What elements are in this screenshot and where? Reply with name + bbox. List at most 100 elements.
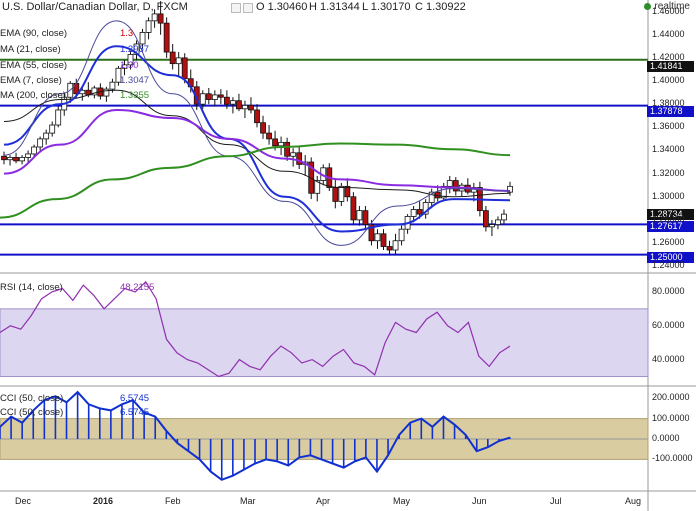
candle-body	[103, 88, 110, 97]
candle-body	[13, 157, 19, 162]
candle-body	[362, 210, 369, 225]
price-tick-label: 1.44000	[652, 28, 685, 39]
candle-body	[452, 180, 459, 192]
candle-body	[284, 141, 291, 157]
legend-ema90[interactable]: EMA (90, close)	[0, 28, 68, 39]
time-tick-label: Apr	[316, 496, 331, 506]
candle-body	[230, 100, 236, 105]
candle-body	[163, 22, 170, 53]
cci-tick-label: -100.0000	[652, 453, 693, 464]
ma-line	[3, 20, 511, 246]
candle-body	[145, 20, 152, 33]
ma-line	[3, 108, 511, 192]
price-tick-label: 1.28000	[652, 213, 685, 224]
price-tick-label: 1.40000	[652, 75, 685, 86]
toggle-icon[interactable]	[243, 3, 253, 13]
candle-body	[260, 122, 266, 134]
price-tick-label: 1.24000	[652, 260, 685, 271]
candle-body	[507, 185, 513, 193]
legend-ema55[interactable]: EMA (55, close)	[0, 60, 68, 71]
candle-body	[127, 54, 134, 66]
candle-body	[169, 51, 176, 65]
ohlc-low: L 1.30170	[362, 1, 411, 13]
candle-body	[248, 104, 254, 111]
time-tick-label: May	[393, 496, 411, 506]
candle-body	[121, 64, 128, 69]
realtime-dot-icon	[644, 2, 652, 10]
candle-body	[254, 109, 260, 124]
ohlc-high: H 1.31344	[309, 1, 360, 13]
price-tag-last: 1.28734	[647, 209, 694, 220]
legend-rsi-value: 48.2155	[120, 282, 155, 293]
cci-tick-label: 200.0000	[652, 392, 690, 403]
candle-body	[242, 104, 248, 110]
legend-rsi[interactable]: RSI (14, close)	[0, 282, 63, 293]
price-tick-label: 1.38000	[652, 98, 685, 109]
price-tick-label: 1.26000	[652, 237, 685, 248]
candle-body	[350, 196, 357, 221]
candle-body	[392, 240, 399, 251]
candle-body	[43, 132, 50, 140]
settings-icon[interactable]	[231, 3, 241, 13]
legend-cci-1[interactable]: CCI (50, close)	[0, 393, 64, 404]
candle-body	[7, 157, 13, 161]
candle-body	[398, 228, 405, 242]
rsi-tick-label: 60.0000	[652, 319, 685, 330]
candle-body	[368, 224, 375, 242]
time-tick-label: Jul	[550, 496, 562, 506]
candle-body	[380, 233, 387, 247]
time-tick-label: Dec	[15, 496, 32, 506]
realtime-badge: realtime	[644, 1, 690, 12]
candle-body	[217, 94, 224, 98]
candle-body	[495, 219, 501, 225]
candle-body	[175, 57, 182, 65]
candle-body	[489, 224, 495, 228]
price-tick-label: 1.42000	[652, 51, 685, 62]
time-tick-label: Mar	[240, 496, 256, 506]
rsi-tick-label: 80.0000	[652, 285, 685, 296]
legend-ma21[interactable]: MA (21, close)	[0, 44, 61, 55]
candle-body	[157, 13, 164, 24]
candle-body	[356, 210, 363, 221]
ohlc-open: O 1.30460	[256, 1, 308, 13]
price-tick-label: 1.32000	[652, 167, 685, 178]
candle-body	[91, 87, 98, 96]
realtime-label: realtime	[654, 1, 690, 12]
time-tick-label: Feb	[165, 496, 181, 506]
legend-ema7[interactable]: EMA (7, close)	[0, 75, 62, 86]
cci-tick-label: 0.0000	[652, 433, 680, 443]
cci-line	[0, 390, 511, 481]
candle-body	[223, 96, 230, 105]
candle-body	[31, 146, 38, 155]
ma-line	[0, 142, 511, 219]
candle-body	[151, 13, 158, 22]
candle-body	[440, 185, 447, 199]
candle-body	[139, 32, 146, 45]
legend-cci-2[interactable]: CCI (50, close)	[0, 407, 64, 418]
price-tag-support-2: 1.25000	[647, 252, 694, 263]
ohlc-close: C 1.30922	[415, 1, 466, 13]
candle-body	[19, 157, 25, 162]
candle-body	[25, 153, 31, 158]
candle-body	[446, 180, 453, 187]
price-tick-label: 1.34000	[652, 144, 685, 155]
candle-body	[344, 185, 351, 198]
candle-body	[205, 93, 212, 100]
symbol-title[interactable]: U.S. Dollar/Canadian Dollar, D, FXCM	[2, 1, 188, 13]
rsi-tick-label: 40.0000	[652, 353, 685, 364]
candle-body	[416, 209, 423, 215]
candle-body	[374, 233, 381, 242]
candle-body	[278, 141, 284, 147]
time-tick-label: Jun	[472, 496, 487, 506]
candle-body	[37, 138, 44, 148]
ma-line	[3, 45, 511, 233]
candle-body	[272, 138, 278, 147]
cci-tick-label: 100.0000	[652, 412, 690, 423]
candle-body	[483, 210, 489, 228]
candle-body	[115, 67, 122, 83]
candle-body	[49, 124, 56, 134]
candle-body	[501, 213, 507, 221]
legend-ma200[interactable]: MA (200, close)	[0, 90, 66, 101]
legend-cci-2-value: 6.5745	[120, 407, 150, 418]
